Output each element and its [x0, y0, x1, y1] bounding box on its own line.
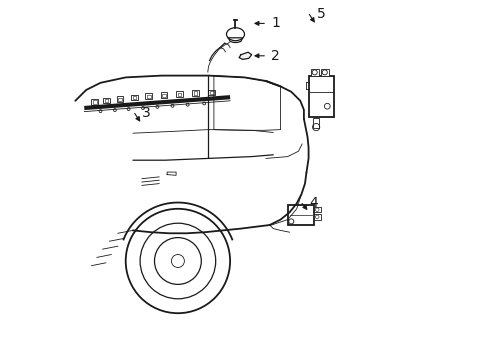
Polygon shape	[239, 52, 251, 59]
Bar	[176, 91, 182, 97]
Bar	[132, 96, 136, 99]
Bar	[93, 100, 96, 104]
Bar	[177, 93, 181, 96]
Text: 4: 4	[309, 197, 317, 210]
Bar	[309, 76, 333, 117]
Bar	[209, 91, 213, 94]
Bar	[192, 90, 199, 96]
Bar	[287, 205, 313, 225]
Bar	[118, 98, 122, 101]
Bar	[313, 214, 320, 220]
Bar	[117, 96, 123, 102]
Bar	[193, 91, 197, 95]
Text: 5: 5	[316, 8, 325, 21]
Bar	[208, 90, 215, 95]
Text: 3: 3	[142, 107, 150, 120]
Bar	[146, 95, 150, 98]
Text: 1: 1	[271, 17, 280, 30]
Bar	[103, 98, 110, 103]
Bar	[320, 69, 328, 76]
Bar	[161, 92, 167, 98]
Bar	[310, 69, 318, 76]
Bar	[312, 118, 319, 128]
Bar	[313, 207, 320, 212]
Bar	[104, 99, 108, 102]
Bar	[131, 95, 137, 100]
Bar	[145, 93, 152, 99]
Bar	[162, 94, 166, 97]
Text: 2: 2	[271, 49, 280, 63]
Bar	[91, 99, 98, 105]
